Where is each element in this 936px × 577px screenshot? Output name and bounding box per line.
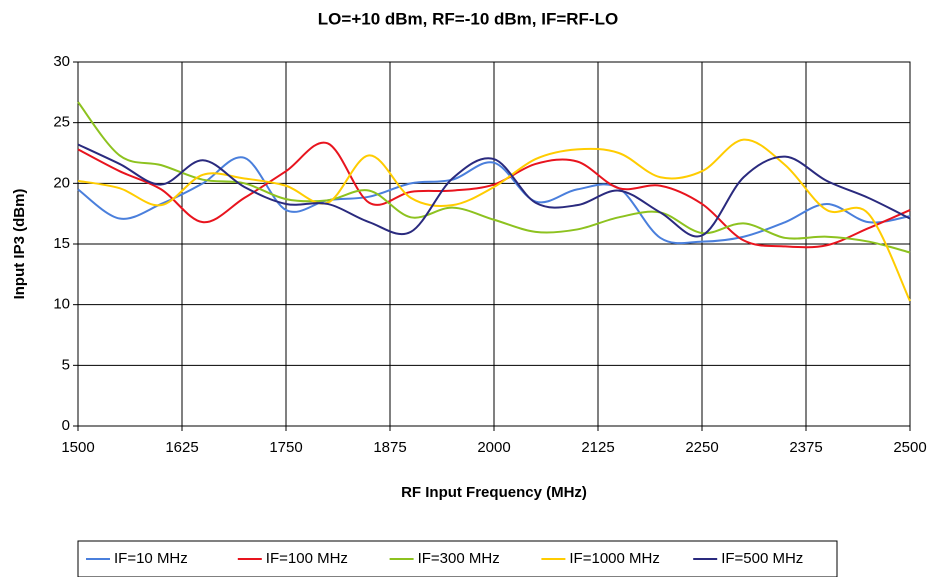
x-tick-label: 2250 — [685, 439, 718, 456]
x-tick-label: 1750 — [269, 439, 302, 456]
y-tick-label: 10 — [53, 296, 70, 313]
x-tick-label: 1625 — [165, 439, 198, 456]
legend-label: IF=500 MHz — [721, 550, 803, 567]
y-tick-label: 0 — [62, 417, 70, 434]
series-line — [77, 143, 911, 238]
series-line — [77, 156, 911, 245]
x-axis-label: RF Input Frequency (MHz) — [401, 484, 587, 501]
series-line — [77, 138, 911, 302]
chart-title: LO=+10 dBm, RF=-10 dBm, IF=RF-LO — [318, 9, 618, 28]
legend-label: IF=10 MHz — [114, 550, 188, 567]
y-axis-label: Input IP3 (dBm) — [11, 189, 28, 300]
plot-frame — [77, 61, 911, 427]
legend-label: IF=100 MHz — [266, 550, 348, 567]
x-tick-label: 2500 — [893, 439, 926, 456]
x-tick-label: 1500 — [61, 439, 94, 456]
y-tick-label: 5 — [62, 356, 70, 373]
series-line — [77, 141, 911, 249]
series-line — [77, 101, 911, 254]
legend-label: IF=300 MHz — [418, 550, 500, 567]
x-tick-label: 1875 — [373, 439, 406, 456]
y-tick-label: 15 — [53, 235, 70, 252]
x-tick-label: 2000 — [477, 439, 510, 456]
y-tick-label: 30 — [53, 53, 70, 70]
y-tick-label: 20 — [53, 174, 70, 191]
x-tick-label: 2125 — [581, 439, 614, 456]
y-tick-label: 25 — [53, 114, 70, 131]
x-tick-label: 2375 — [789, 439, 822, 456]
legend-label: IF=1000 MHz — [569, 550, 659, 567]
